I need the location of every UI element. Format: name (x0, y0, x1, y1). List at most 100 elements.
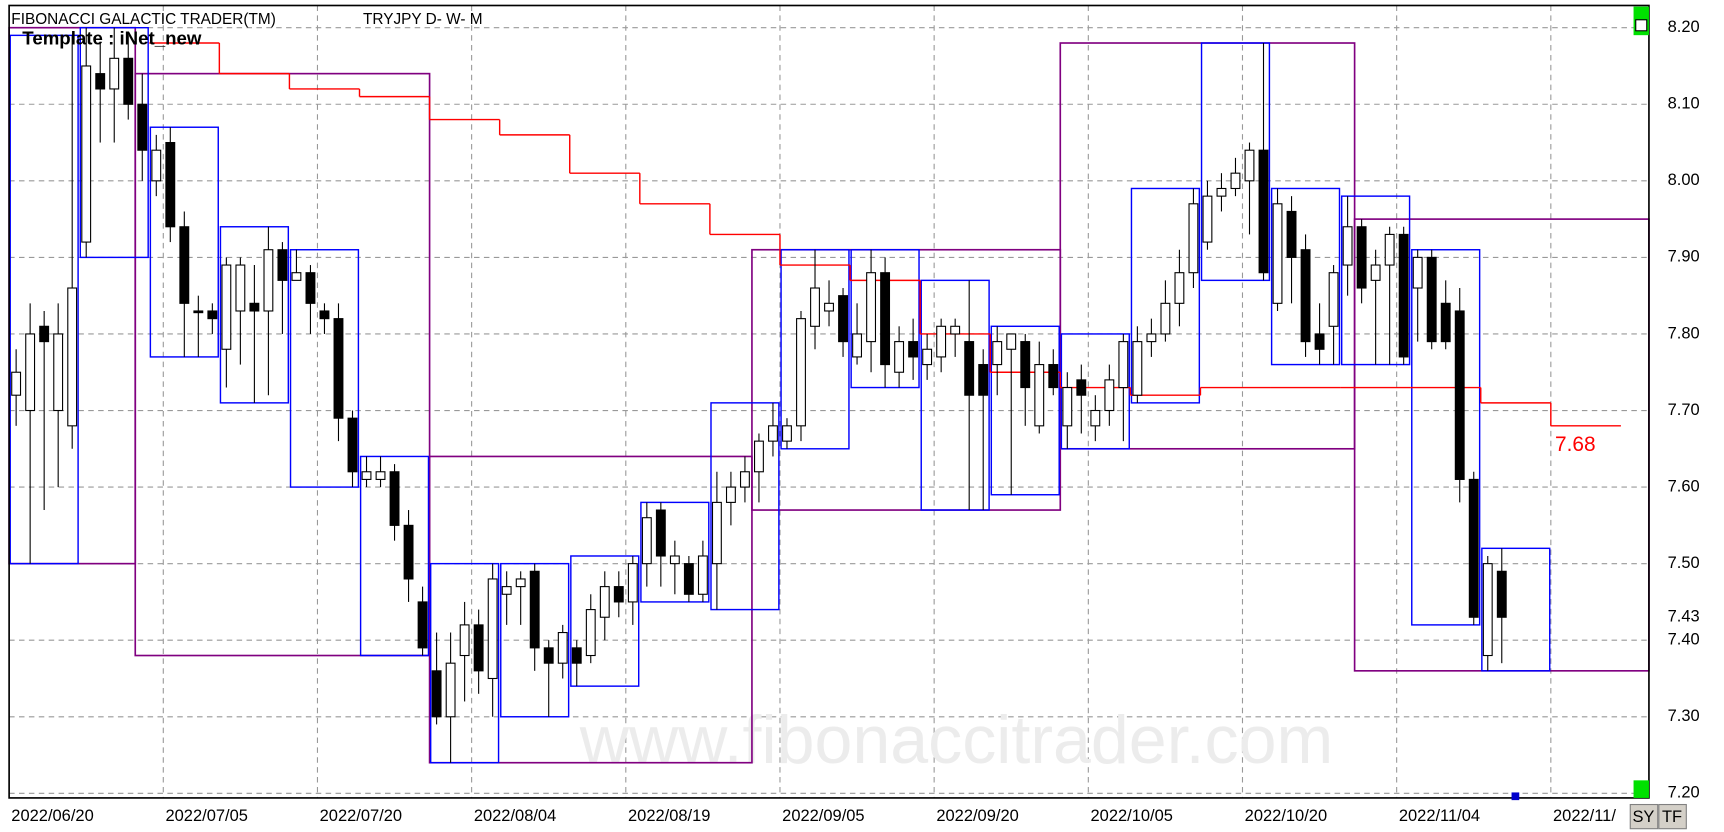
candle-body (1202, 195, 1213, 243)
candle-body (39, 325, 50, 343)
candle-body (1034, 364, 1045, 427)
candle-body (1118, 341, 1129, 389)
candle-body (796, 318, 806, 427)
candle-body (1412, 256, 1423, 289)
app-title: FIBONACCI GALACTIC TRADER(TM) (11, 11, 276, 28)
x-tick-label: 2022/06/20 (11, 807, 93, 825)
y-tick-label: 8.10 (1668, 95, 1700, 113)
y-tick-label: 7.80 (1668, 324, 1700, 342)
y-tick-label: 7.20 (1668, 784, 1700, 802)
button-label[interactable]: TF (1662, 808, 1682, 826)
x-tick-label: 2022/10/05 (1091, 807, 1173, 825)
weekly-range-box (429, 562, 500, 764)
candle-body (838, 295, 848, 343)
candle-body (123, 57, 134, 105)
candle-body (697, 555, 708, 595)
candle-body (487, 578, 498, 680)
button-frame[interactable] (1658, 803, 1687, 830)
candle-body (1244, 149, 1255, 182)
candle-body (1426, 256, 1437, 343)
candle-body (739, 471, 750, 488)
candle-body (109, 57, 120, 90)
button-label[interactable]: SY (1632, 808, 1654, 826)
candle-body (1160, 302, 1171, 335)
y-tick-label: 7.70 (1668, 401, 1700, 419)
status-icon (1635, 19, 1648, 32)
x-tick-label: 2022/11/04 (1399, 807, 1480, 825)
candle-body (25, 333, 36, 412)
candle-body (291, 272, 302, 281)
weekly-range-box (1270, 187, 1341, 366)
y-tick-label: 8.20 (1668, 18, 1700, 36)
x-tick-label: 2022/08/04 (474, 807, 556, 825)
candle-body (445, 662, 456, 718)
candle-body (852, 333, 863, 358)
candle-body (277, 249, 288, 281)
y-tick-label: 7.90 (1668, 248, 1700, 266)
candle-body (347, 417, 358, 473)
candle-body (1258, 149, 1269, 274)
candle-body (1006, 333, 1017, 350)
button-frame[interactable] (1629, 803, 1659, 830)
candle-body (1496, 570, 1507, 618)
weekly-range-box (710, 402, 780, 611)
candle-body (936, 325, 947, 358)
candle-body (964, 341, 975, 396)
candle-body (1398, 233, 1409, 358)
weekly-range-box (1411, 249, 1481, 626)
candle-body (922, 348, 933, 366)
y-tick-label: 8.00 (1668, 171, 1700, 189)
candle-body (403, 524, 414, 580)
weekly-range-box (1130, 187, 1201, 404)
candle-body (894, 341, 905, 373)
candle-body (655, 509, 666, 557)
candle-body (754, 440, 764, 473)
candle-body (683, 563, 694, 595)
candle-body (1188, 203, 1199, 274)
candle-body (725, 486, 736, 503)
candle-body (557, 632, 568, 664)
plot-marks (8, 26, 1650, 764)
candle-body (1076, 379, 1087, 396)
candle-body (1048, 364, 1059, 389)
stop-value-label: 7.68 (1555, 433, 1596, 456)
y-tick-label: 7.50 (1668, 554, 1700, 572)
weekly-range-box (990, 325, 1060, 496)
plot-frame (8, 4, 1650, 799)
candle-body (1468, 478, 1479, 618)
candle-body (824, 302, 834, 312)
symbol-label: TRYJPY D- W- M (363, 11, 483, 28)
candle-body (908, 341, 919, 358)
candle-body (459, 624, 470, 657)
x-tick-label: 2022/07/05 (165, 807, 247, 825)
candle-body (515, 578, 526, 588)
x-tick-label: 2022/07/20 (320, 807, 402, 825)
candle-body (1020, 341, 1031, 389)
candle-body (305, 272, 316, 304)
weekly-range-box (850, 249, 920, 389)
candle-body (866, 272, 877, 343)
weekly-range-box (359, 455, 430, 657)
candle-body (571, 647, 582, 664)
candle-body (529, 570, 540, 649)
last-price-label: 7.43 (1668, 608, 1700, 626)
candle-body (333, 318, 344, 419)
candle-body (1314, 333, 1325, 350)
y-tick-label: 7.40 (1668, 631, 1700, 649)
candle-body (319, 310, 330, 320)
weekly-range-box (1200, 42, 1271, 282)
candle-body (137, 103, 148, 151)
candle-body (1356, 226, 1367, 289)
candle-body (361, 471, 372, 480)
candle-body (1454, 310, 1465, 480)
candle-body (53, 333, 64, 412)
candle-body (880, 272, 891, 366)
sy-button[interactable]: SY (1629, 803, 1659, 830)
candle-body (1230, 172, 1241, 190)
candle-body (151, 149, 162, 182)
candle-body (235, 264, 246, 312)
candle-body (1370, 264, 1381, 281)
candle-body (1216, 187, 1227, 197)
tf-button[interactable]: TF (1658, 803, 1687, 830)
